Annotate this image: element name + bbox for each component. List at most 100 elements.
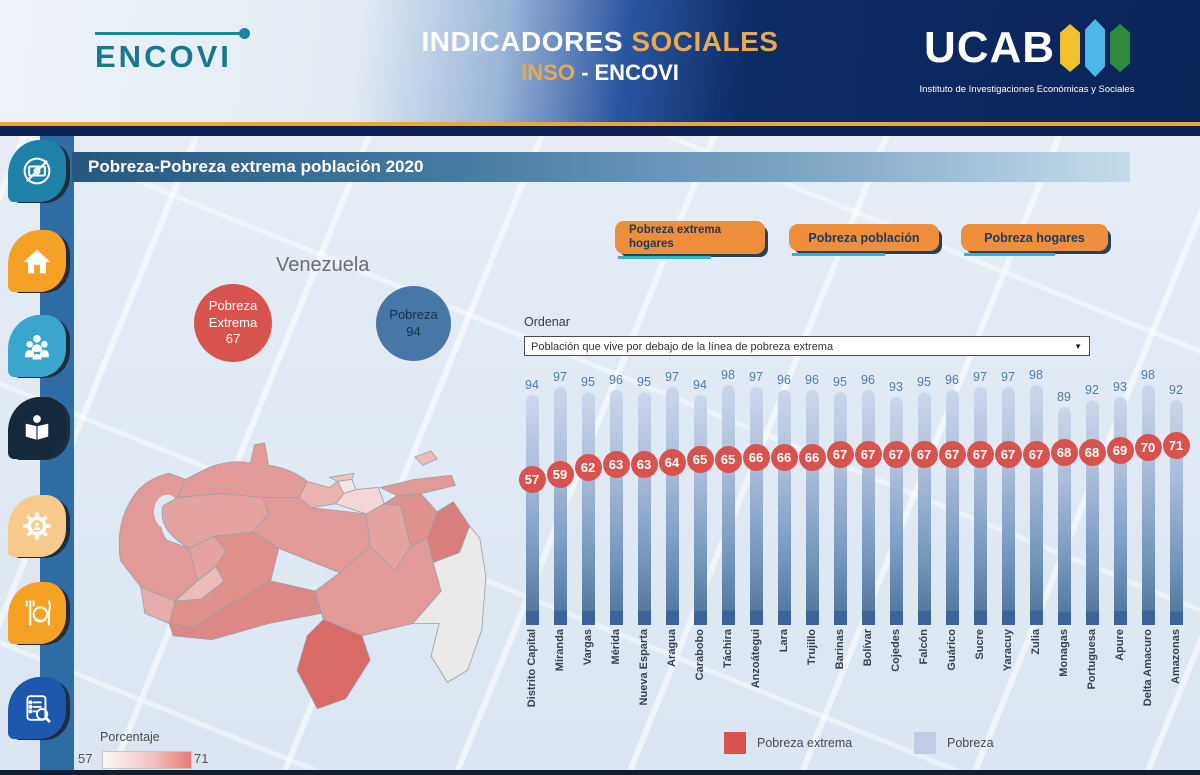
extreme-value-badge[interactable]: 67 [994,441,1022,469]
legend-item-pobreza-extrema[interactable]: Pobreza extrema [724,732,852,754]
footer-bar [0,770,1200,775]
poverty-bubble[interactable]: Pobreza 94 [376,286,451,361]
extreme-value-badge[interactable]: 70 [1134,434,1162,462]
sidebar-item-worker-gear[interactable] [8,495,70,558]
sidebar-item-home[interactable] [8,230,70,293]
home-icon [8,230,66,292]
extreme-value-badge[interactable]: 66 [742,443,770,471]
poverty-bar[interactable] [665,387,679,625]
filter-button-pobreza-hogares[interactable]: Pobreza hogares [961,224,1108,256]
ucab-subtitle: Instituto de Investigaciones Económicas … [919,84,1135,95]
chart-column: 98 67 Zulia [1022,368,1050,755]
app-header: ENCOVI INDICADORES SOCIALES INSO - ENCOV… [0,0,1200,122]
map-region-nueva-esparta[interactable] [414,450,438,466]
app-title-block: INDICADORES SOCIALES INSO - ENCOVI [380,26,820,86]
chart-column: 96 66 Trujillo [798,373,826,755]
map-region-esequibo[interactable] [411,525,487,683]
legend-swatch-blue [914,732,936,754]
poverty-bar[interactable] [889,397,903,625]
poverty-bar[interactable] [805,389,819,625]
header-navy-bar [0,126,1200,136]
map-region-sucre[interactable] [379,474,456,497]
filter-button-pobreza-extrema-hogares[interactable]: Pobreza extrema hogares [615,221,765,259]
bar-value-label: 96 [777,372,791,387]
chart-column: 93 67 Cojedes [882,375,910,755]
sidebar-item-food[interactable] [8,582,70,645]
extreme-value-badge[interactable]: 63 [602,451,630,479]
extreme-value-badge[interactable]: 69 [1106,436,1134,464]
extreme-value-badge[interactable]: 65 [714,446,742,474]
map-region-amazonas[interactable] [296,618,371,710]
poverty-bar[interactable] [1001,387,1015,625]
extreme-value-badge[interactable]: 67 [1022,441,1050,469]
extreme-value-badge[interactable]: 67 [910,441,938,469]
poverty-bar[interactable] [609,389,623,625]
extreme-poverty-bubble[interactable]: Pobreza Extrema 67 [194,284,272,362]
poverty-bar[interactable] [721,384,735,625]
extreme-value-badge[interactable]: 68 [1050,438,1078,466]
extreme-value-badge[interactable]: 67 [826,441,854,469]
legend-item-pobreza[interactable]: Pobreza [914,732,994,754]
sort-dropdown[interactable]: Población que vive por debajo de la líne… [524,336,1090,356]
extreme-value-badge[interactable]: 67 [966,441,994,469]
color-scale [102,751,192,769]
color-scale-max: 71 [194,751,209,766]
app-subtitle: INSO - ENCOVI [521,60,679,85]
extreme-value-badge[interactable]: 68 [1078,438,1106,466]
x-axis-label: Falcón [918,629,930,665]
chart-column: 93 69 Apure [1106,375,1134,755]
sidebar-item-family[interactable] [8,315,70,378]
money-off-icon [8,140,66,202]
poverty-bar[interactable] [1085,399,1099,625]
bar-value-label: 96 [861,372,875,387]
poverty-bar[interactable] [553,387,567,625]
encovi-logo-rule [95,28,250,39]
extreme-value-badge[interactable]: 66 [798,443,826,471]
poverty-bar[interactable] [693,394,707,625]
poverty-bar[interactable] [861,389,875,625]
poverty-bar[interactable] [749,387,763,625]
poverty-bar[interactable] [777,389,791,625]
chart-column: 97 67 Sucre [966,370,994,755]
x-axis-label: Zulia [1030,629,1042,655]
map-region-zulia[interactable] [118,472,199,602]
sidebar-item-money-off[interactable] [8,140,70,203]
extreme-value-badge[interactable]: 59 [546,461,574,488]
map-region-falcon[interactable] [176,442,308,499]
extreme-value-badge[interactable]: 62 [574,453,602,481]
chart-column: 94 57 Distrito Capital [518,375,546,755]
poverty-bar[interactable] [917,392,931,625]
extreme-value-badge[interactable]: 63 [630,451,658,479]
poverty-bar[interactable] [525,394,539,625]
poverty-bar[interactable] [581,392,595,625]
bar-chart: 94 57 Distrito Capital 97 59 Miranda 95 62 Varga… [518,368,1194,755]
poverty-bar[interactable] [637,392,651,625]
bar-value-label: 94 [693,377,707,392]
extreme-value-badge[interactable]: 67 [882,441,910,469]
x-axis-label: Portuguesa [1086,629,1098,690]
extreme-value-badge[interactable]: 64 [658,448,686,476]
poverty-bar[interactable] [833,392,847,625]
header-accent-bar [0,122,1200,126]
poverty-bar[interactable] [1029,384,1043,625]
poverty-bar[interactable] [1141,384,1155,625]
extreme-value-badge[interactable]: 66 [770,443,798,471]
worker-gear-icon [8,495,66,557]
extreme-value-badge[interactable]: 67 [854,441,882,469]
bar-value-label: 95 [581,375,595,390]
bar-value-label: 93 [1113,380,1127,395]
extreme-value-badge[interactable]: 67 [938,441,966,469]
extreme-value-badge[interactable]: 71 [1162,431,1190,459]
poverty-bar[interactable] [1113,397,1127,625]
sidebar-item-reading[interactable] [8,397,70,460]
bar-value-label: 97 [1001,370,1015,385]
poverty-bar[interactable] [945,389,959,625]
chart-column: 89 68 Monagas [1050,375,1078,755]
sidebar-item-report-search[interactable] [8,677,70,740]
app-title: INDICADORES SOCIALES [421,26,779,57]
poverty-bar[interactable] [973,387,987,625]
filter-button-pobreza-poblacion[interactable]: Pobreza población [789,224,939,256]
chevron-down-icon[interactable]: ▼ [1074,342,1082,351]
extreme-value-badge[interactable]: 65 [686,446,714,474]
extreme-value-badge[interactable]: 57 [518,465,546,493]
